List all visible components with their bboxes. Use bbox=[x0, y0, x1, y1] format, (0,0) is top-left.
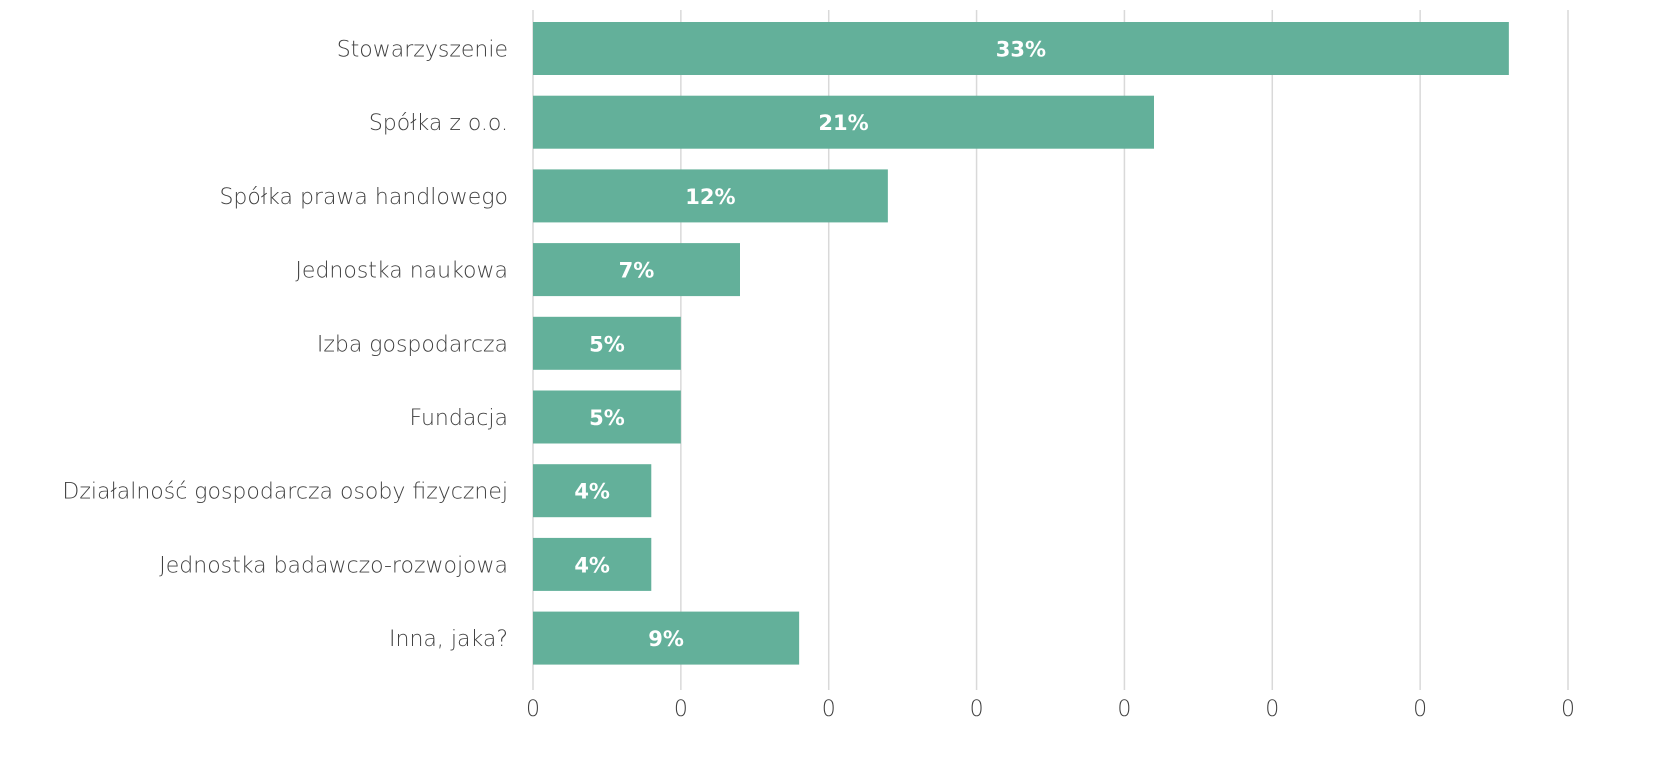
category-label: Inna, jaka? bbox=[389, 627, 508, 652]
category-label: Spółka z o.o. bbox=[369, 111, 508, 136]
bar-data-label: 21% bbox=[818, 111, 868, 135]
x-tick-label: 0 bbox=[1561, 697, 1575, 722]
bar-data-label: 33% bbox=[996, 38, 1046, 62]
category-label: Izba gospodarcza bbox=[317, 332, 508, 357]
bar-data-label: 4% bbox=[574, 553, 610, 577]
category-label: Jednostka badawczo-rozwojowa bbox=[159, 553, 508, 578]
bars: 33% 21% 12% 7% 5% 5% 4% 4% 9% bbox=[533, 22, 1509, 665]
bar-data-label: 4% bbox=[574, 480, 610, 504]
x-axis-tick-labels: 0 0 0 0 0 0 0 0 bbox=[526, 697, 1575, 722]
x-tick-label: 0 bbox=[1117, 697, 1131, 722]
bar bbox=[533, 611, 800, 665]
bar bbox=[533, 22, 1509, 75]
bar bbox=[533, 243, 740, 297]
category-label: Fundacja bbox=[410, 406, 508, 431]
category-label: Jednostka naukowa bbox=[295, 259, 508, 284]
category-label: Działalność gospodarcza osoby fizycznej bbox=[62, 480, 508, 505]
bar-data-label: 7% bbox=[619, 259, 655, 283]
bar bbox=[533, 169, 888, 223]
bar bbox=[533, 95, 1154, 149]
x-tick-label: 0 bbox=[970, 697, 984, 722]
bar-data-label: 5% bbox=[589, 406, 625, 430]
bar bbox=[533, 464, 652, 518]
bar-data-label: 9% bbox=[648, 627, 684, 651]
bar bbox=[533, 390, 681, 444]
bar-data-label: 12% bbox=[685, 185, 735, 209]
x-tick-label: 0 bbox=[822, 697, 836, 722]
x-tick-label: 0 bbox=[1265, 697, 1279, 722]
category-label: Spółka prawa handlowego bbox=[219, 185, 508, 210]
bar bbox=[533, 537, 652, 591]
x-tick-label: 0 bbox=[674, 697, 688, 722]
x-tick-label: 0 bbox=[526, 697, 540, 722]
bar-data-label: 5% bbox=[589, 332, 625, 356]
category-label: Stowarzyszenie bbox=[337, 38, 508, 63]
bar bbox=[533, 316, 681, 370]
x-tick-label: 0 bbox=[1413, 697, 1427, 722]
category-labels: Stowarzyszenie Spółka z o.o. Spółka prawa … bbox=[62, 38, 508, 653]
